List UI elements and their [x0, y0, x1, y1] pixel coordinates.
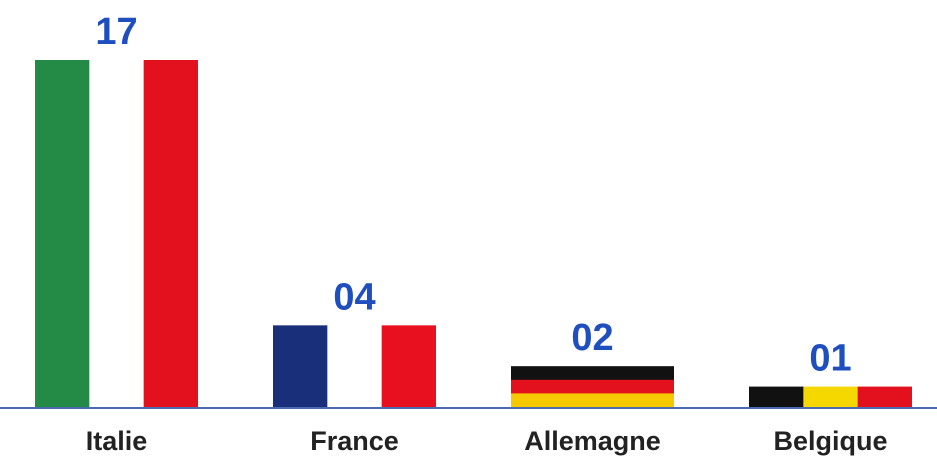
bar: [511, 366, 674, 407]
x-tick-label: Italie: [86, 426, 148, 456]
flag-stripe: [143, 60, 198, 407]
flag-stripe: [273, 325, 328, 407]
flag-stripe: [803, 386, 859, 407]
x-tick-label: France: [310, 426, 399, 456]
x-tick-label: Allemagne: [524, 426, 661, 456]
value-label: 04: [333, 276, 375, 318]
flag-stripe: [511, 393, 674, 407]
bar: [35, 60, 198, 407]
bar: [749, 386, 912, 407]
flag-stripe: [327, 325, 383, 407]
flag-stripe: [511, 379, 674, 394]
value-label: 17: [95, 11, 137, 53]
bar: [273, 325, 436, 407]
flag-stripe: [89, 60, 145, 407]
flag-stripe: [749, 386, 804, 407]
flag-stripe: [381, 325, 436, 407]
value-label: 02: [571, 317, 613, 359]
flag-stripe: [511, 366, 674, 381]
flag-stripe: [857, 386, 912, 407]
flag-stripe: [35, 60, 90, 407]
value-label: 01: [809, 338, 851, 380]
x-tick-label: Belgique: [773, 426, 887, 456]
